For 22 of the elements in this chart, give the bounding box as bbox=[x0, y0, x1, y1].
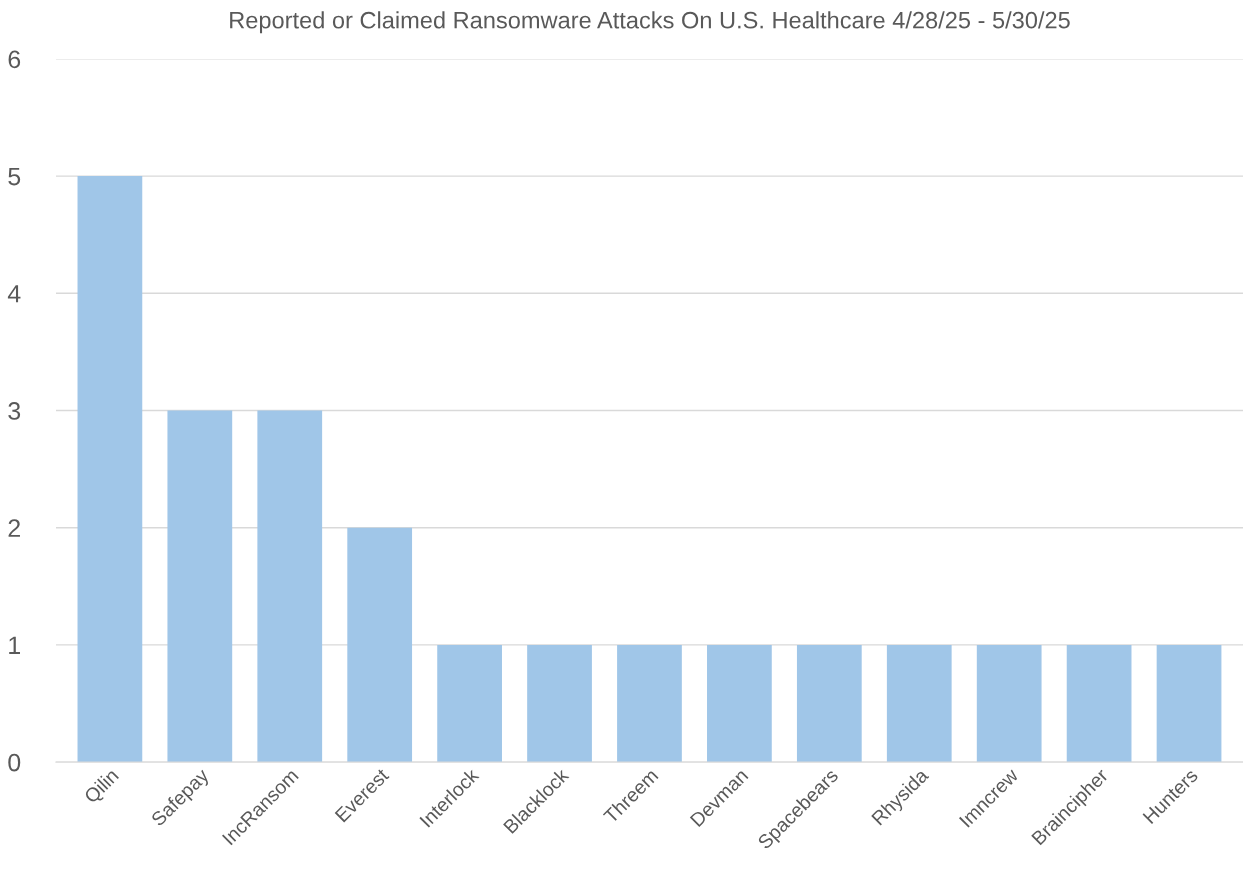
chart-title: Reported or Claimed Ransomware Attacks On U.S. Healthcare 4/28/25 - 5/30/25 bbox=[230, 11, 1070, 34]
bar bbox=[617, 644, 682, 763]
bar bbox=[437, 644, 502, 763]
bar bbox=[347, 527, 413, 763]
bar bbox=[77, 176, 143, 763]
bar bbox=[976, 644, 1042, 763]
bar bbox=[527, 644, 592, 763]
bar bbox=[707, 644, 772, 763]
y-tick-label: 1 bbox=[9, 636, 20, 654]
bar bbox=[886, 644, 952, 763]
bar bbox=[796, 644, 862, 763]
bar bbox=[1156, 644, 1222, 763]
x-tick-label: Qilin bbox=[83, 767, 122, 807]
y-tick-label: 2 bbox=[8, 519, 20, 537]
bar bbox=[257, 410, 323, 763]
y-tick-label: 4 bbox=[7, 285, 21, 303]
bar bbox=[167, 410, 233, 763]
bar bbox=[1066, 644, 1132, 763]
y-tick-label: 0 bbox=[8, 753, 21, 772]
y-tick-label: 3 bbox=[8, 402, 21, 420]
y-tick-label: 5 bbox=[8, 167, 21, 186]
y-tick-label: 6 bbox=[8, 50, 21, 69]
